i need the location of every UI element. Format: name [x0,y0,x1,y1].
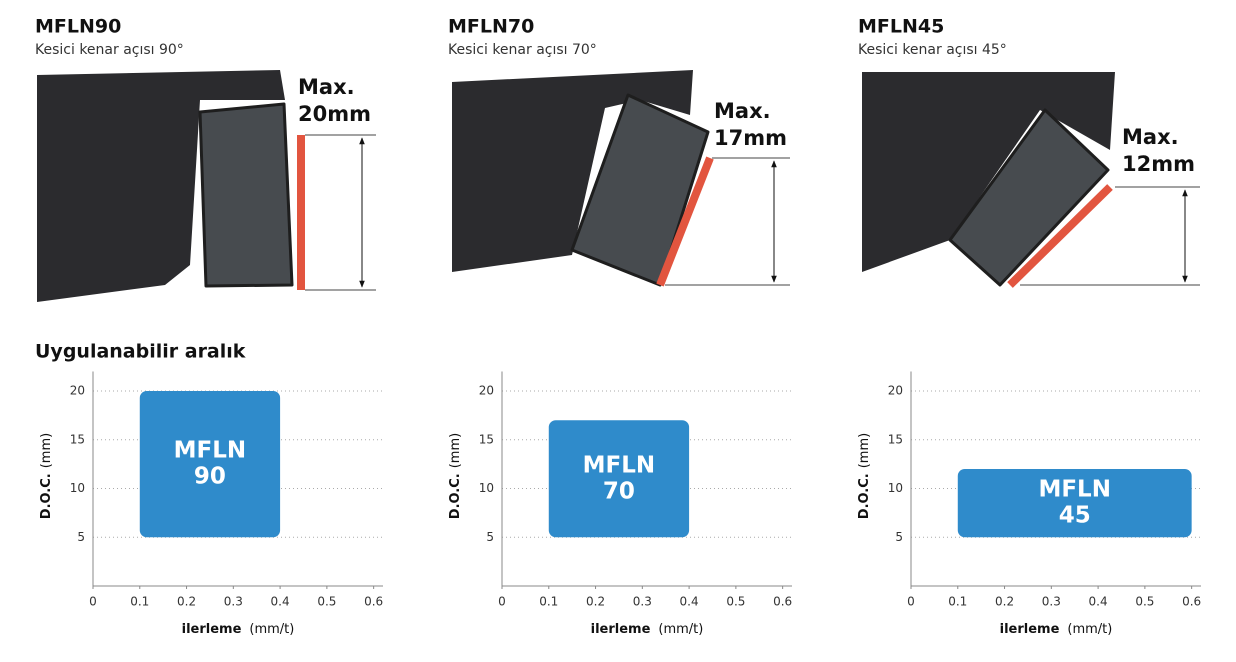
box-label: MFLN [174,438,247,464]
max-label: 20mm [298,102,371,126]
y-tick-label: 5 [895,530,903,544]
box-label: 70 [603,478,635,504]
x-tick-label: 0.6 [364,595,383,609]
y-label-name: D.O.C. [39,473,54,519]
tool-illustration [862,72,1200,288]
x-tick-label: 0.3 [224,595,243,609]
x-label-unit: (mm/t) [658,622,703,637]
y-tick-label: 20 [70,384,85,398]
x-tick-label: 0.4 [271,595,290,609]
max-label: Max. [1122,125,1179,149]
box-label: 90 [194,464,226,490]
x-label-unit: (mm/t) [1067,622,1112,637]
x-tick-label: 0 [907,595,915,609]
x-tick-label: 0.4 [680,595,699,609]
x-label-unit: (mm/t) [249,622,294,637]
y-tick-label: 10 [888,481,903,495]
y-axis-label: D.O.C. (mm) [857,433,872,519]
y-label-name: D.O.C. [448,473,463,519]
y-axis-label: D.O.C. (mm) [448,433,463,519]
y-tick-label: 15 [479,432,494,446]
box-label: MFLN [1038,477,1111,503]
range-box [548,420,690,538]
x-tick-label: 0.5 [726,595,745,609]
box-label: 45 [1059,503,1091,529]
x-tick-label: 0.5 [1135,595,1154,609]
max-label: Max. [714,99,771,123]
tool-illustration [452,70,790,287]
range-box [139,391,281,538]
box-label: MFLN [583,452,656,478]
x-axis-label: ilerleme (mm/t) [1000,622,1113,637]
y-axis-label: D.O.C. (mm) [39,433,54,519]
y-tick-label: 10 [479,481,494,495]
x-label-name: ilerleme [182,622,242,637]
x-tick-label: 0.4 [1089,595,1108,609]
chart-title: MFLN45 [858,16,944,38]
x-tick-label: 0.1 [539,595,558,609]
x-tick-label: 0.5 [317,595,336,609]
y-tick-label: 5 [486,530,494,544]
section-title: Uygulanabilir aralık [35,341,246,363]
y-label-unit: (mm) [39,433,54,468]
y-tick-label: 15 [888,432,903,446]
y-label-unit: (mm) [448,433,463,468]
x-tick-label: 0.2 [586,595,605,609]
x-tick-label: 0.1 [130,595,149,609]
range-box [957,469,1192,538]
x-tick-label: 0 [89,595,97,609]
y-label-name: D.O.C. [857,473,872,519]
y-label-unit: (mm) [857,433,872,468]
x-tick-label: 0.6 [1182,595,1201,609]
max-label: 17mm [714,126,787,150]
y-tick-label: 20 [888,384,903,398]
x-label-name: ilerleme [591,622,651,637]
x-axis-label: ilerleme (mm/t) [591,622,704,637]
chart-title: MFLN90 [35,16,121,38]
y-tick-label: 15 [70,432,85,446]
y-tick-label: 20 [479,384,494,398]
x-tick-label: 0.3 [633,595,652,609]
chart-title: MFLN70 [448,16,534,38]
chart-subtitle: Kesici kenar açısı 45° [858,42,1007,58]
x-axis-label: ilerleme (mm/t) [182,622,295,637]
chart-subtitle: Kesici kenar açısı 70° [448,42,597,58]
chart-subtitle: Kesici kenar açısı 90° [35,42,184,58]
x-tick-label: 0 [498,595,506,609]
x-tick-label: 0.3 [1042,595,1061,609]
y-tick-label: 10 [70,481,85,495]
x-tick-label: 0.6 [773,595,792,609]
max-label: Max. [298,75,355,99]
x-tick-label: 0.1 [948,595,967,609]
max-label: 12mm [1122,152,1195,176]
y-tick-label: 5 [77,530,85,544]
tool-illustration [37,70,376,302]
x-tick-label: 0.2 [995,595,1014,609]
x-label-name: ilerleme [1000,622,1060,637]
x-tick-label: 0.2 [177,595,196,609]
